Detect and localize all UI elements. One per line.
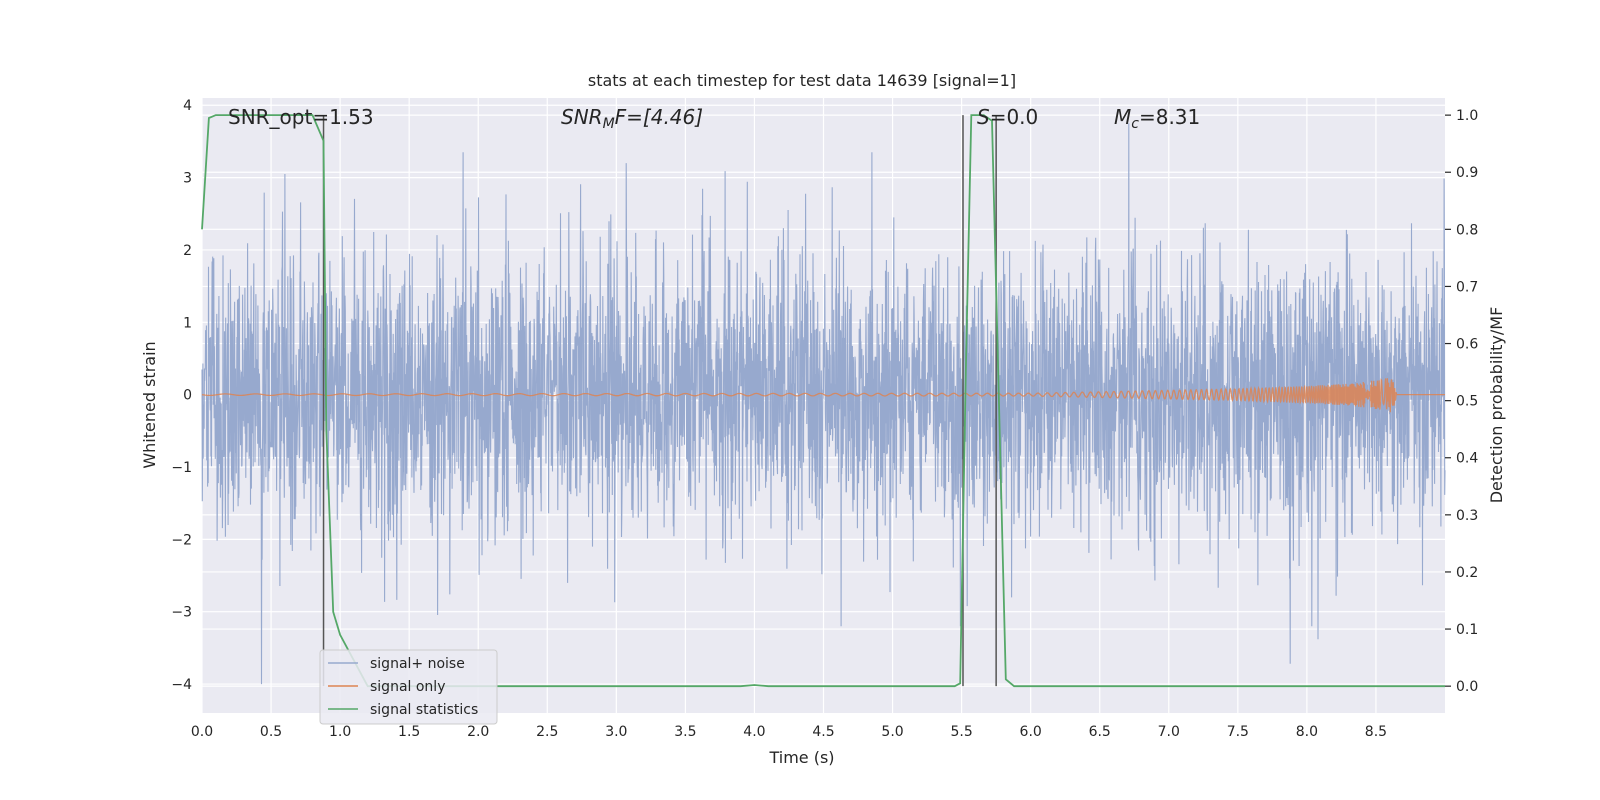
legend: signal+ noise signal only signal statist…: [319, 649, 498, 725]
y-right-tick-label-1: 0.1: [1456, 622, 1478, 638]
legend-label-signal-noise: signal+ noise: [370, 656, 465, 672]
annotation-snr-opt: SNR_opt=1.53: [228, 105, 374, 129]
x-tick-label-13: 6.5: [1089, 724, 1111, 740]
line-signal-only: [201, 378, 1445, 413]
x-tick-label-5: 2.5: [536, 724, 558, 740]
right-axis-ticks: 0.0 0.1 0.2 0.3 0.4 0.5 0.6 0.7 0.8 0.9 1.0: [1445, 108, 1478, 695]
y-left-tick-label-4: 0: [183, 388, 192, 404]
x-tick-label-1: 0.5: [260, 724, 282, 740]
y-axis-left-label: Whitened strain: [140, 341, 159, 468]
x-tick-label-0: 0.0: [191, 724, 213, 740]
x-tick-label-14: 7.0: [1158, 724, 1180, 740]
annotation-mc: Mc=8.31: [1114, 105, 1200, 132]
y-left-tick-label-3: −1: [171, 460, 192, 476]
left-axis-ticks: −4 −3 −2 −1 0 1 2 3 4: [171, 98, 192, 693]
legend-box: [319, 649, 498, 725]
y-right-tick-label-3: 0.3: [1456, 508, 1478, 524]
annotation-snr-mf-rest: F=[4.46]: [615, 105, 703, 129]
x-axis-ticks: 0.0 0.5 1.0 1.5 2.0 2.5 3.0 3.5 4.0 4.5 5.0 5.5 6.0 6…: [191, 724, 1387, 740]
y-left-tick-label-1: −3: [171, 605, 192, 621]
line-signal-statistics: [201, 114, 1445, 688]
y-right-tick-label-0: 0.0: [1456, 679, 1478, 695]
y-right-tick-label-2: 0.2: [1456, 565, 1478, 581]
series-signal-noise: [201, 123, 1446, 685]
annotation-snr-mf-sub: M: [603, 116, 615, 132]
annotation-snr-mf: SNRMF=[4.46]: [561, 105, 703, 132]
x-tick-label-6: 3.0: [605, 724, 627, 740]
y-right-tick-label-8: 0.8: [1456, 222, 1478, 238]
y-right-tick-label-4: 0.4: [1456, 451, 1478, 467]
legend-label-signal-statistics: signal statistics: [370, 702, 478, 718]
y-right-tick-label-7: 0.7: [1456, 279, 1478, 295]
x-tick-label-11: 5.5: [950, 724, 972, 740]
x-tick-label-2: 1.0: [329, 724, 351, 740]
annotation-s-rest: =0.0: [990, 105, 1039, 129]
line-signal-noise: [201, 123, 1446, 685]
x-tick-label-9: 4.5: [812, 724, 834, 740]
x-tick-label-3: 1.5: [398, 724, 420, 740]
series-signal-only: [201, 378, 1445, 413]
x-tick-label-10: 5.0: [881, 724, 903, 740]
annotation-s: S=0.0: [977, 105, 1038, 129]
y-right-tick-label-9: 0.9: [1456, 165, 1478, 181]
y-right-tick-label-10: 1.0: [1456, 108, 1478, 124]
y-left-tick-label-7: 3: [183, 171, 192, 187]
x-tick-label-12: 6.0: [1020, 724, 1042, 740]
y-right-tick-label-6: 0.6: [1456, 337, 1478, 353]
y-right-tick-label-5: 0.5: [1456, 394, 1478, 410]
annotation-mc-sub: c: [1131, 116, 1139, 132]
x-tick-label-7: 3.5: [674, 724, 696, 740]
x-axis-label: Time (s): [768, 748, 834, 767]
legend-label-signal-only: signal only: [370, 679, 445, 695]
chart-title: stats at each timestep for test data 146…: [588, 71, 1016, 90]
x-tick-label-16: 8.0: [1296, 724, 1318, 740]
grid: [201, 98, 1445, 713]
x-tick-label-17: 8.5: [1365, 724, 1387, 740]
x-tick-label-8: 4.0: [743, 724, 765, 740]
y-left-tick-label-6: 2: [183, 243, 192, 259]
annotation-s-main: S: [977, 105, 990, 129]
annotation-mc-main: M: [1114, 105, 1131, 129]
y-left-tick-label-0: −4: [171, 677, 192, 693]
y-left-tick-label-8: 4: [183, 98, 192, 114]
x-tick-label-4: 2.0: [467, 724, 489, 740]
y-left-tick-label-2: −2: [171, 532, 192, 548]
annotation-mc-rest: =8.31: [1139, 105, 1200, 129]
annotation-snr-mf-main: SNR: [561, 105, 603, 129]
y-axis-right-label: Detection probability/MF: [1487, 307, 1506, 504]
series-signal-statistics: [201, 114, 1445, 688]
x-tick-label-15: 7.5: [1227, 724, 1249, 740]
y-left-tick-label-5: 1: [183, 315, 192, 331]
